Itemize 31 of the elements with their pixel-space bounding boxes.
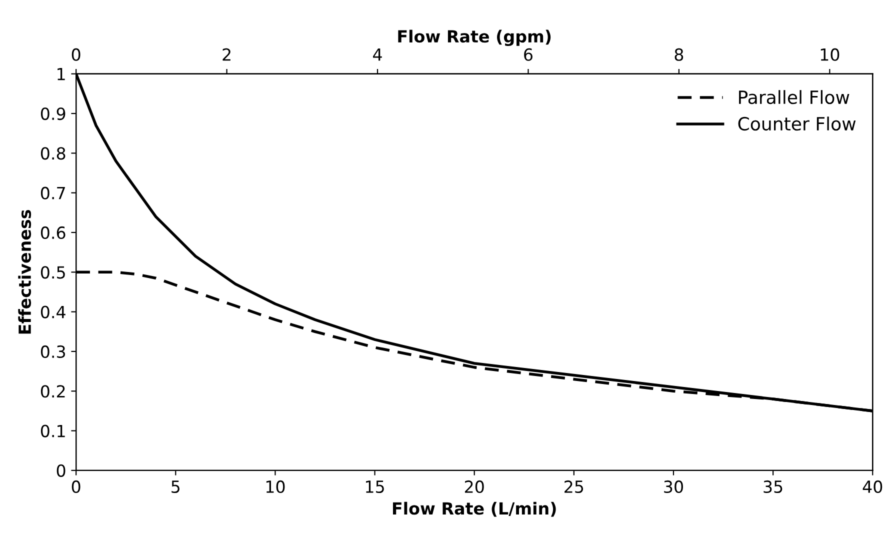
x-tick-label: 5 (172, 480, 180, 494)
legend-label: Parallel Flow (739, 90, 850, 104)
x2-tick-label: 8 (674, 48, 684, 61)
legend-label: Counter Flow (738, 116, 856, 131)
y-tick-label: 0 (56, 464, 66, 477)
x2-tick-label: 2 (222, 48, 230, 61)
y-tick-label: 0.8 (40, 147, 66, 160)
x-tick-label: 10 (266, 480, 285, 494)
x-tick-label: 30 (664, 480, 683, 494)
x2-tick-label: 6 (524, 48, 532, 61)
x2-tick-label: 4 (373, 48, 382, 61)
x2-tick-label: 0 (72, 48, 80, 61)
x-tick-label: 20 (464, 480, 484, 494)
x-axis-title: Flow Rate (L/min) (392, 502, 556, 517)
x-tick-label: 25 (564, 480, 584, 494)
x2-tick-label: 10 (820, 48, 840, 61)
y-tick-label: 0.7 (40, 186, 65, 200)
y-tick-label: 1 (58, 68, 65, 80)
y-tick-label: 0.1 (40, 424, 65, 438)
x-tick-label: 40 (862, 480, 882, 494)
y-tick-label: 0.6 (40, 226, 66, 240)
y-tick-label: 0.2 (40, 385, 65, 398)
x-tick-label: 15 (366, 480, 384, 494)
x-tick-label: 35 (764, 480, 782, 494)
y-tick-label: 0.5 (40, 266, 65, 279)
y-tick-label: 0.4 (40, 306, 66, 318)
x-tick-label: 0 (72, 480, 80, 494)
y-tick-label: 0.3 (40, 345, 66, 358)
y-axis-title: Effectiveness (18, 210, 32, 334)
y-tick-label: 0.9 (40, 107, 66, 120)
x2-axis-title: Flow Rate (gpm) (398, 30, 551, 46)
